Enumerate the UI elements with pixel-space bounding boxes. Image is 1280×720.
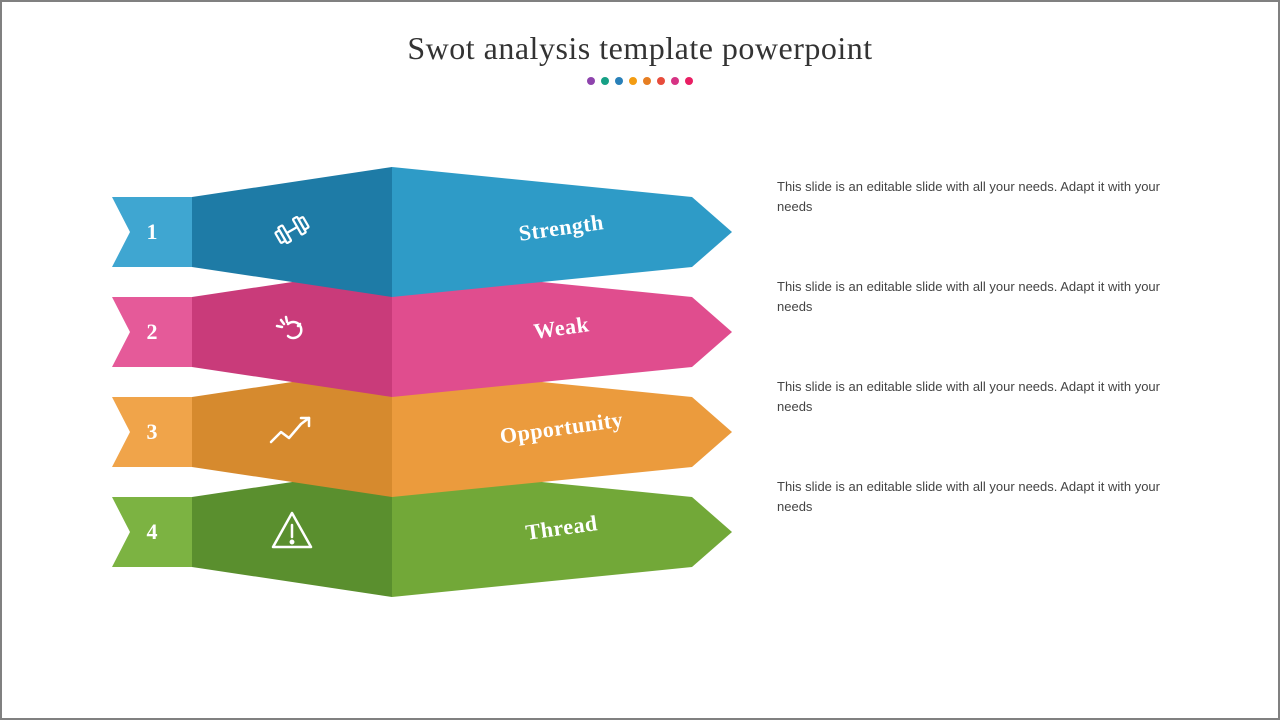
row-number: 2 [147, 319, 158, 345]
decorative-dot [629, 77, 637, 85]
row-number: 1 [147, 219, 158, 245]
trend-up-icon [267, 410, 317, 455]
row-number-tab: 4 [112, 497, 192, 567]
decorative-dots [2, 77, 1278, 85]
dumbbell-icon [268, 206, 316, 259]
decorative-dot [643, 77, 651, 85]
row-number: 3 [147, 419, 158, 445]
row-number-tab: 1 [112, 197, 192, 267]
broken-link-icon [268, 306, 316, 359]
decorative-dot [685, 77, 693, 85]
decorative-dot [601, 77, 609, 85]
row-arrow-panel: Strength [392, 167, 732, 297]
decorative-dot [615, 77, 623, 85]
row-number-tab: 3 [112, 397, 192, 467]
swot-diagram: 1 Strength2 Weak3 Opportunity4 [112, 167, 1172, 597]
page-title: Swot analysis template powerpoint [2, 30, 1278, 67]
row-number: 4 [147, 519, 158, 545]
row-icon-panel [192, 167, 392, 297]
decorative-dot [671, 77, 679, 85]
row-number-tab: 2 [112, 297, 192, 367]
swot-row: 1 Strength [112, 167, 1172, 297]
decorative-dot [587, 77, 595, 85]
warning-icon [269, 507, 315, 558]
decorative-dot [657, 77, 665, 85]
